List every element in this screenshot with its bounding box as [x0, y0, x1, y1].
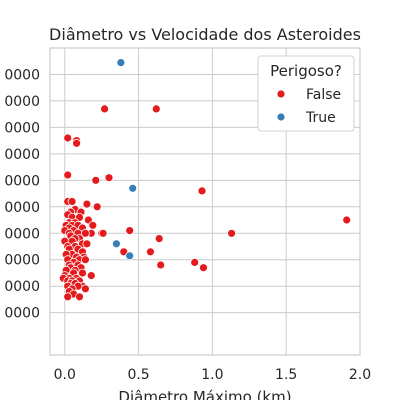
data-point-false: [81, 284, 90, 294]
data-point-false: [190, 257, 200, 267]
x-tick-label: 0.5: [127, 367, 149, 383]
data-point-false: [86, 271, 96, 281]
data-point-true: [125, 251, 135, 261]
data-point-false: [145, 247, 155, 257]
y-tick-label: 0000: [4, 94, 40, 110]
data-point-false: [78, 268, 87, 278]
data-point-false: [82, 239, 92, 249]
y-tick-label: 0000: [4, 226, 40, 242]
data-point-false: [197, 186, 207, 196]
data-point-false: [199, 263, 208, 273]
data-point-false: [91, 175, 101, 185]
data-point-false: [98, 228, 108, 238]
legend-marker-true: [276, 112, 286, 122]
data-point-false: [104, 173, 114, 183]
data-point-true: [116, 58, 126, 67]
x-axis-label: Diâmetro Máximo (km): [118, 388, 291, 400]
legend-label-false: False: [306, 87, 341, 103]
y-tick-label: 0000: [4, 120, 40, 136]
x-tick-label: 0.0: [54, 367, 76, 383]
data-point-false: [125, 226, 135, 236]
x-tick-label: 1.5: [275, 367, 297, 383]
data-point-true: [112, 239, 121, 249]
legend-title: Perigoso?: [270, 62, 342, 80]
y-tick-label: 0000: [4, 67, 40, 83]
y-tick-label: 0000: [4, 147, 40, 163]
y-tick-label: 0000: [4, 306, 40, 322]
data-point-false: [63, 133, 73, 143]
chart-title: Diâmetro vs Velocidade dos Asteroides: [49, 25, 361, 44]
y-tick-label: 0000: [4, 173, 40, 189]
data-point-false: [63, 292, 73, 302]
data-point-false: [154, 234, 164, 244]
y-tick-labels: 0000 0000 0000 0000 0000 0000 0000 0000 0000 0000: [4, 67, 40, 321]
data-point-false: [342, 215, 352, 225]
data-point-false: [82, 199, 92, 209]
y-tick-label: 0000: [4, 279, 40, 295]
data-point-false: [67, 197, 77, 206]
x-tick-label: 2.0: [349, 367, 371, 383]
legend-box: [257, 55, 355, 132]
data-point-false: [63, 170, 73, 180]
y-tick-label: 0000: [4, 200, 40, 216]
data-point-false: [81, 255, 90, 265]
legend-label-true: True: [305, 110, 336, 126]
legend-marker-false: [276, 89, 286, 99]
y-tick-label: 0000: [4, 253, 40, 269]
data-point-false: [100, 104, 109, 114]
data-point-true: [128, 183, 138, 193]
data-point-false: [72, 138, 81, 148]
x-tick-labels: 0.0 0.5 1.0 1.5 2.0: [54, 367, 372, 383]
data-point-false: [81, 228, 90, 238]
plot-frame: [49, 47, 361, 356]
data-point-false: [92, 202, 102, 212]
legend: Perigoso? False True: [257, 55, 355, 132]
data-points: [58, 58, 352, 302]
data-point-false: [88, 220, 98, 230]
data-point-false: [151, 104, 161, 114]
data-point-false: [75, 292, 84, 302]
data-point-false: [156, 260, 166, 270]
x-tick-label: 1.0: [201, 367, 223, 383]
data-point-false: [227, 228, 237, 238]
